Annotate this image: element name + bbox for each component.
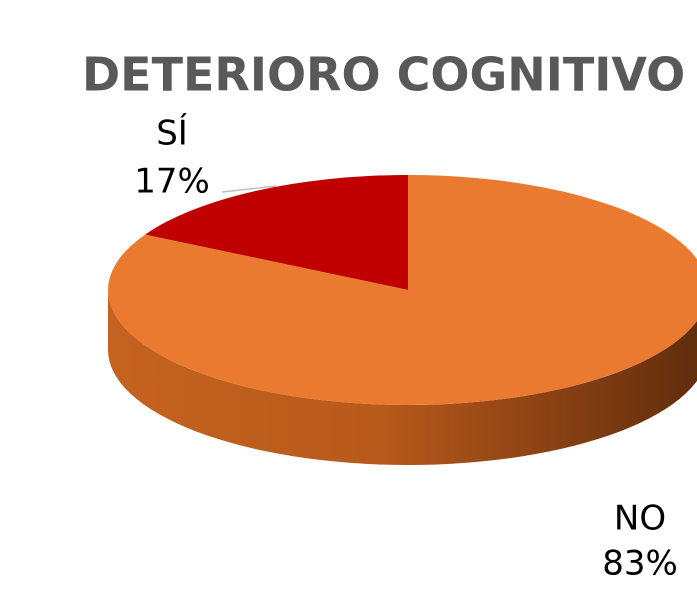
- value-label: 83%: [602, 544, 678, 584]
- pie-slice: [145, 175, 408, 290]
- slice-label: SÍ: [156, 113, 188, 154]
- pie-side: [108, 290, 697, 465]
- slice-label: NO: [614, 499, 666, 539]
- value-label: 17%: [134, 162, 210, 202]
- chart-title: DETERIORO COGNITIVO: [82, 48, 685, 102]
- pie-slice: [108, 175, 697, 405]
- leader-line: [221, 185, 277, 193]
